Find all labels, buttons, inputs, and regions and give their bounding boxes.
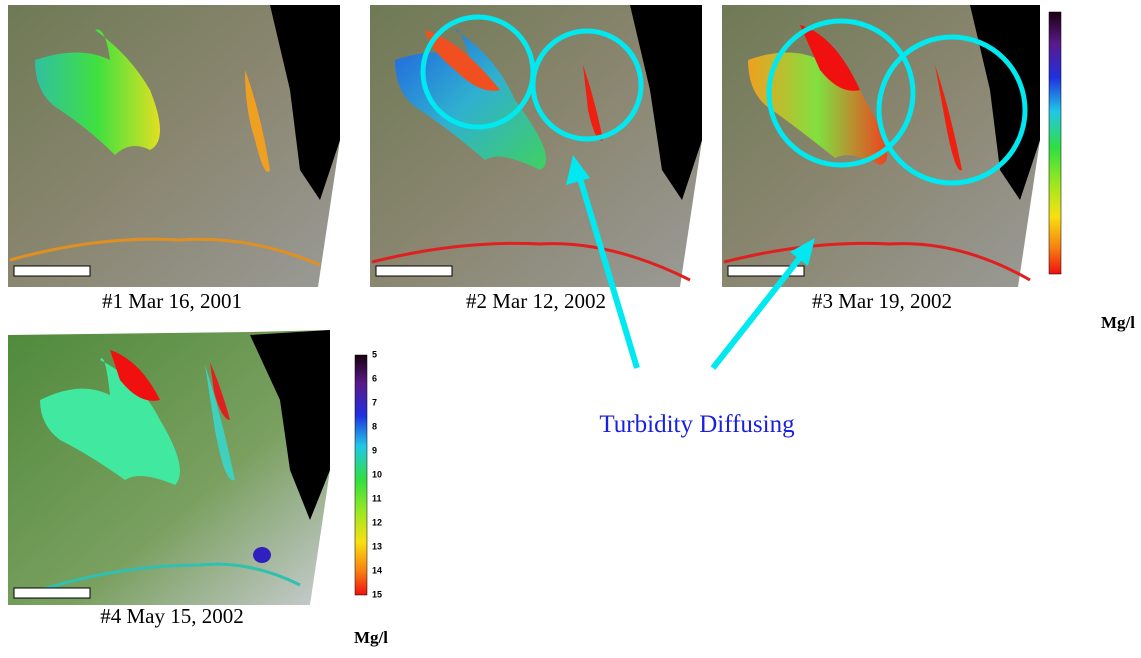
tick-label: 10	[372, 469, 382, 479]
tick-label: 13	[372, 541, 382, 551]
tick-label: 12	[372, 517, 382, 527]
tick-label: 5	[372, 349, 377, 359]
unit-label: Mg/l	[1101, 313, 1135, 332]
colorbar	[355, 355, 367, 595]
tick-label: 8	[372, 421, 377, 431]
tick-label: 15	[372, 589, 382, 599]
tick-label: 14	[372, 565, 382, 575]
panel-caption: #3 Mar 19, 2002	[812, 289, 952, 313]
tick-label: 9	[372, 445, 377, 455]
panel-caption: #4 May 15, 2002	[100, 604, 244, 628]
figure: #1 Mar 16, 2001 #2 Mar 12, 2002 #3 Mar 1…	[0, 0, 1141, 653]
tick-label: 7	[372, 397, 377, 407]
colorbar	[1049, 12, 1061, 274]
panel-caption: #2 Mar 12, 2002	[466, 289, 606, 313]
tick-label: 11	[372, 493, 382, 503]
panel-caption: #1 Mar 16, 2001	[102, 289, 242, 313]
colorbar-ticks: 5 6 7 8 9 10 11 12 13 14 15	[372, 349, 382, 599]
satellite-image	[8, 5, 340, 287]
tick-label: 6	[372, 373, 377, 383]
satellite-image	[8, 330, 330, 605]
annotation: Turbidity Diffusing	[599, 411, 795, 438]
satellite-image	[370, 5, 702, 287]
unit-label: Mg/l	[354, 628, 388, 647]
